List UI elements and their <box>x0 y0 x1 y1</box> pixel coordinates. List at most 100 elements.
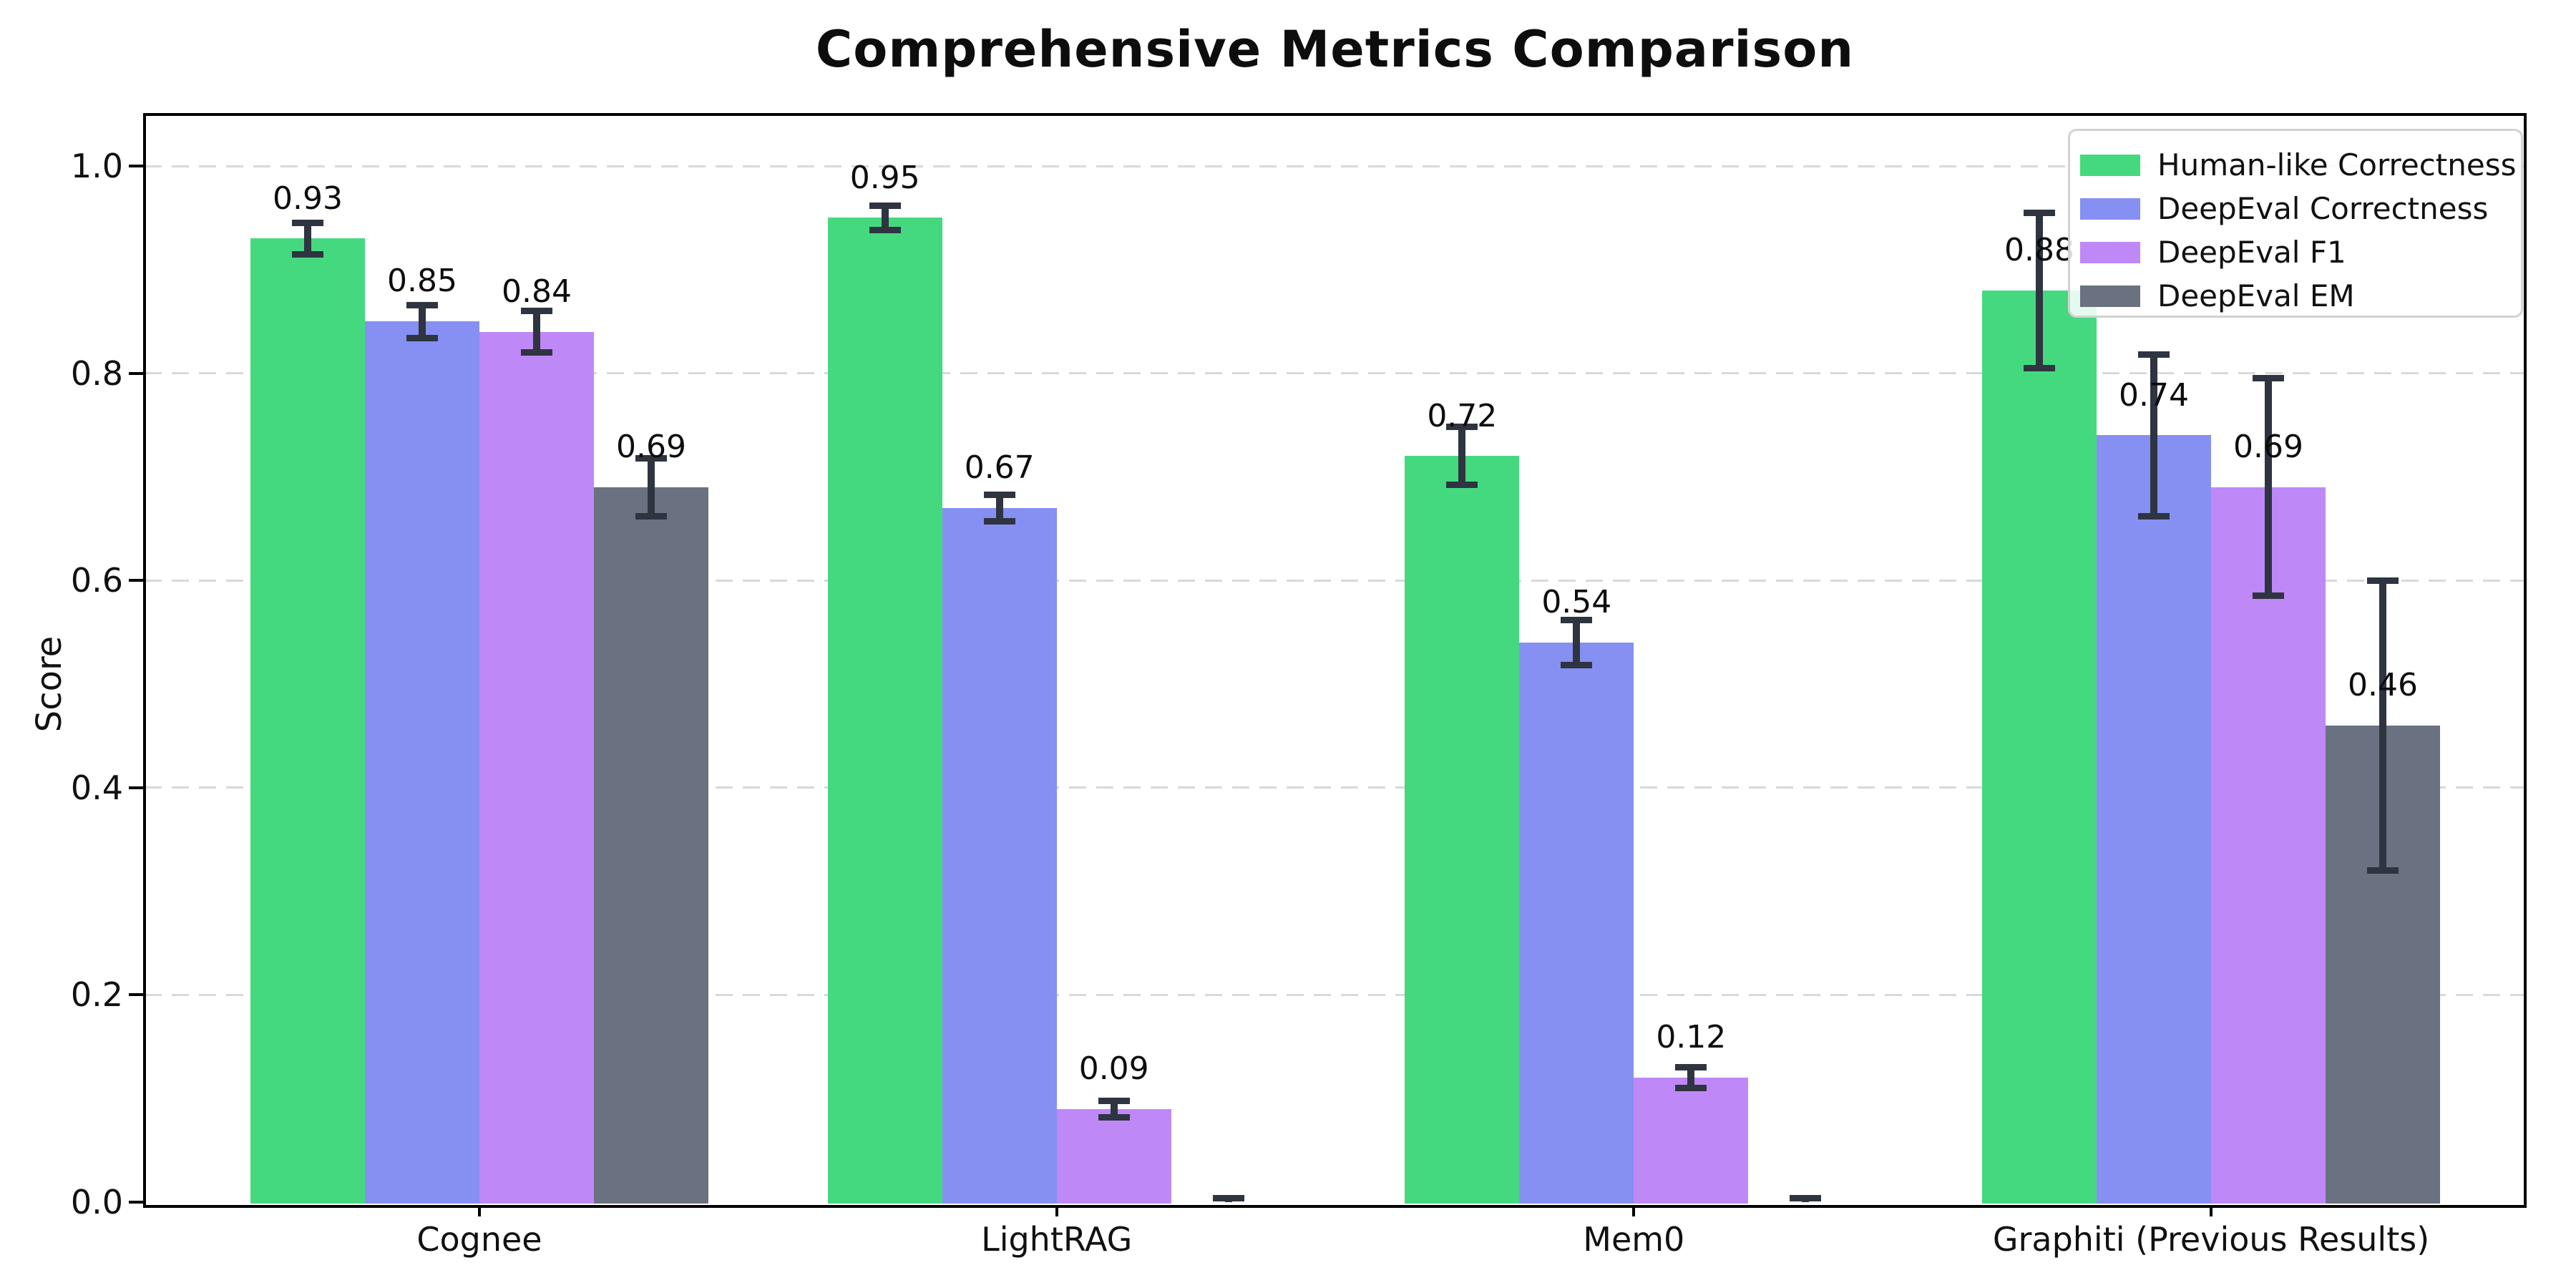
error-bar-cap <box>635 512 667 519</box>
error-bar-cap <box>1098 1113 1130 1121</box>
y-tick-mark <box>129 1201 145 1204</box>
error-bar-line <box>533 311 540 353</box>
legend-swatch <box>2080 241 2140 263</box>
legend-swatch <box>2080 154 2140 176</box>
error-bar-cap <box>983 491 1015 498</box>
y-tick-label: 0.6 <box>70 561 123 600</box>
error-bar-cap <box>2367 867 2399 874</box>
error-bar-cap <box>2024 364 2055 371</box>
error-bar-cap <box>2138 351 2170 358</box>
gridline <box>145 165 2525 167</box>
error-bar-cap <box>635 454 667 462</box>
error-bar-cap <box>292 220 323 227</box>
error-bar-line <box>881 205 889 230</box>
bar <box>2097 435 2211 1204</box>
x-tick-label: Cognee <box>416 1220 542 1259</box>
error-bar-line <box>1573 620 1581 665</box>
legend: Human-like Correctness DeepEval Correctne… <box>2068 129 2523 318</box>
error-bar-cap <box>2024 209 2055 216</box>
error-bar-cap <box>1446 424 1478 431</box>
x-tick-mark <box>478 1205 481 1216</box>
bar-value-label: 0.09 <box>1078 1050 1149 1087</box>
error-bar-cap <box>2253 375 2284 382</box>
y-tick-label: 0.0 <box>70 1183 123 1221</box>
bar-value-label: 0.12 <box>1656 1019 1727 1056</box>
bar <box>479 331 594 1204</box>
y-tick-label: 0.8 <box>70 353 123 393</box>
bar <box>942 507 1057 1204</box>
gridline <box>145 579 2525 582</box>
bar-value-label: 0.69 <box>2233 429 2303 466</box>
y-tick-label: 1.0 <box>70 147 123 185</box>
error-bar-cap <box>406 334 438 341</box>
y-tick-mark <box>129 993 145 997</box>
error-bar-cap <box>2367 577 2399 584</box>
error-bar-line <box>419 305 426 338</box>
bar-value-label: 0.74 <box>2119 376 2189 414</box>
bar <box>1634 1078 1749 1204</box>
bar <box>827 218 942 1204</box>
bar-value-label: 0.69 <box>616 429 686 466</box>
legend-item: DeepEval EM <box>2080 274 2521 318</box>
error-bar-line <box>2379 580 2386 871</box>
bar-value-label: 0.88 <box>2004 231 2074 268</box>
y-tick-mark <box>129 786 145 789</box>
bar-value-label: 0.95 <box>849 159 920 196</box>
legend-label: DeepEval EM <box>2157 278 2355 313</box>
bar-value-label: 0.85 <box>387 263 457 300</box>
gridline <box>145 372 2525 375</box>
x-tick-label: Graphiti (Previous Results) <box>1992 1220 2430 1259</box>
error-bar-line <box>1458 426 1466 485</box>
x-tick-mark <box>2210 1205 2212 1216</box>
legend-label: Human-like Correctness <box>2157 147 2517 182</box>
error-bar-line <box>1687 1067 1695 1088</box>
error-bar-cap <box>983 518 1015 525</box>
error-bar-line <box>2150 354 2157 517</box>
bar-value-label: 0.72 <box>1427 397 1498 434</box>
error-bar-cap <box>521 308 552 315</box>
error-bar-cap <box>2138 512 2170 519</box>
bar-value-label: 0.93 <box>273 180 343 217</box>
legend-swatch <box>2080 285 2140 307</box>
error-bar-line <box>1110 1101 1118 1118</box>
y-tick-label: 0.2 <box>70 975 123 1015</box>
legend-swatch <box>2080 197 2140 220</box>
error-bar-line <box>2036 213 2043 369</box>
gridline <box>145 786 2525 789</box>
legend-item: DeepEval Correctness <box>2080 187 2521 230</box>
legend-item: Human-like Correctness <box>2080 143 2521 187</box>
chart-title: Comprehensive Metrics Comparison <box>815 20 1855 79</box>
error-bar-cap <box>869 227 901 234</box>
bar <box>250 238 365 1204</box>
error-bar-line <box>648 458 655 517</box>
x-tick-label: LightRAG <box>981 1220 1133 1259</box>
error-bar-cap <box>292 250 323 258</box>
y-tick-mark <box>129 371 145 375</box>
error-bar-cap <box>1561 662 1593 669</box>
error-bar-cap <box>1790 1194 1822 1201</box>
y-tick-mark <box>129 579 145 582</box>
bar-value-label: 0.46 <box>2348 667 2418 704</box>
error-bar-cap <box>406 301 438 308</box>
error-bar-line <box>304 223 311 255</box>
legend-label: DeepEval Correctness <box>2157 191 2489 226</box>
y-tick-mark <box>129 165 145 167</box>
error-bar-cap <box>1561 616 1593 623</box>
bar <box>1056 1108 1171 1204</box>
x-tick-mark <box>1632 1205 1636 1216</box>
y-tick-label: 0.4 <box>70 768 123 807</box>
bar <box>1519 643 1634 1204</box>
bar-value-label: 0.67 <box>964 449 1035 486</box>
x-tick-mark <box>1055 1205 1058 1216</box>
bar <box>365 321 479 1204</box>
error-bar-cap <box>1098 1097 1130 1104</box>
bar <box>1982 290 2097 1204</box>
x-tick-label: Mem0 <box>1583 1220 1685 1259</box>
legend-label: DeepEval F1 <box>2157 235 2346 270</box>
gridline <box>145 993 2525 996</box>
bar <box>1405 456 1520 1204</box>
bar-value-label: 0.54 <box>1541 584 1612 621</box>
bar <box>594 487 708 1204</box>
error-bar-cap <box>2253 592 2284 600</box>
